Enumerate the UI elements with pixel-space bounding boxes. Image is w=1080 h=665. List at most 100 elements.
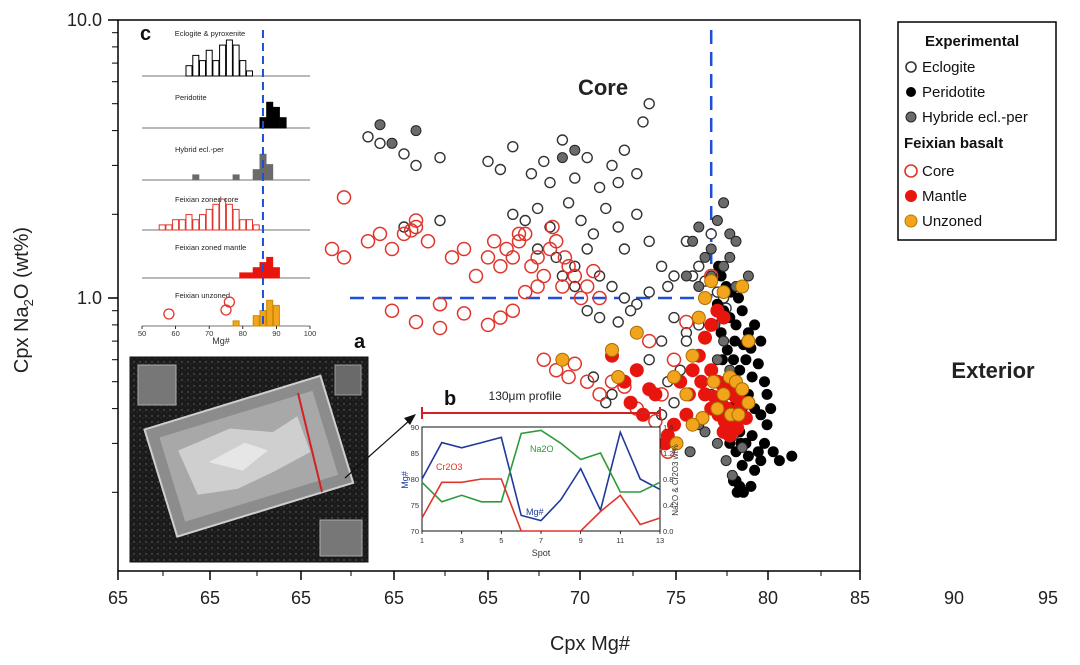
point-core bbox=[517, 284, 533, 300]
point-unzoned bbox=[629, 325, 644, 340]
histogram-row-label: Feixian zoned mantle bbox=[175, 243, 246, 252]
scatter-points bbox=[240, 97, 798, 498]
point-eclogite bbox=[569, 280, 581, 293]
point-eclogite bbox=[618, 144, 631, 156]
point-eclogite bbox=[655, 335, 668, 347]
histogram-tick-label: 90 bbox=[272, 329, 280, 338]
point-unzoned bbox=[706, 374, 721, 389]
point-peridotite bbox=[752, 358, 764, 370]
histogram-row-label: Peridotite bbox=[175, 93, 207, 102]
x-tick-label: 90 bbox=[944, 588, 964, 608]
histogram-bar bbox=[212, 60, 220, 77]
point-peridotite bbox=[746, 371, 758, 383]
point-hybride-ecl-per bbox=[569, 144, 581, 156]
point-core bbox=[592, 290, 607, 306]
point-hybride-ecl-per bbox=[556, 152, 568, 164]
point-eclogite bbox=[581, 151, 593, 164]
histogram-xlabel: Mg# bbox=[212, 336, 230, 346]
point-eclogite bbox=[643, 235, 655, 248]
profile-y-right-tick-label: 0.8 bbox=[663, 475, 673, 484]
point-mantle bbox=[636, 407, 650, 422]
point-eclogite bbox=[668, 311, 680, 324]
point-core bbox=[432, 296, 448, 312]
point-core bbox=[493, 310, 508, 325]
point-core bbox=[456, 241, 472, 257]
point-core bbox=[324, 241, 340, 257]
point-eclogite bbox=[507, 140, 519, 153]
point-eclogite bbox=[668, 397, 680, 409]
point-hybride-ecl-per bbox=[693, 221, 705, 233]
point-peridotite bbox=[728, 354, 739, 366]
histogram-row-label: Eclogite & pyroxenite bbox=[175, 29, 245, 38]
point-peridotite bbox=[734, 364, 746, 376]
point-core bbox=[384, 241, 400, 257]
point-eclogite bbox=[374, 137, 386, 150]
point-core bbox=[517, 226, 533, 242]
point-unzoned bbox=[669, 436, 684, 451]
point-core bbox=[548, 362, 564, 378]
point-peridotite bbox=[740, 354, 752, 366]
legend-marker-eclogite bbox=[905, 61, 917, 73]
histogram-bar bbox=[252, 315, 260, 327]
point-eclogite bbox=[612, 316, 624, 328]
histogram-row-label: Hybrid ecl.-per bbox=[175, 145, 224, 154]
point-eclogite bbox=[606, 388, 618, 401]
panel-label-c: c bbox=[140, 23, 151, 45]
point-peridotite bbox=[736, 305, 748, 317]
point-core bbox=[493, 259, 508, 274]
legend-label-unzoned: Unzoned bbox=[922, 213, 982, 230]
point-peridotite bbox=[786, 450, 798, 462]
point-core bbox=[567, 356, 583, 372]
point-core bbox=[530, 279, 545, 294]
point-hybride-ecl-per bbox=[680, 270, 692, 282]
histogram-bar bbox=[225, 39, 233, 77]
point-hybride-ecl-per bbox=[711, 215, 723, 226]
point-eclogite bbox=[668, 270, 680, 282]
profile-y-left-tick-label: 75 bbox=[411, 501, 419, 510]
point-core bbox=[456, 306, 472, 321]
point-eclogite bbox=[575, 214, 587, 227]
point-mantle bbox=[629, 363, 644, 378]
y-axis-title: Cpx Na2O (wt%) bbox=[11, 227, 36, 373]
profile-x-tick-label: 11 bbox=[616, 536, 624, 545]
point-hybride-ecl-per bbox=[724, 228, 736, 240]
point-mantle bbox=[648, 387, 663, 402]
point-peridotite bbox=[746, 430, 758, 442]
point-core bbox=[511, 226, 527, 242]
panel-label-a: a bbox=[354, 331, 366, 353]
point-unzoned bbox=[716, 387, 731, 402]
point-unzoned bbox=[611, 370, 626, 384]
point-mantle bbox=[698, 387, 712, 402]
histogram-core-marker bbox=[163, 308, 175, 320]
histogram-rows: Eclogite & pyroxenite Peridotite Hybrid ec… bbox=[142, 29, 310, 327]
point-peridotite bbox=[759, 437, 770, 449]
histogram-bar bbox=[185, 214, 193, 231]
y-tick-label: 10.0 bbox=[67, 10, 102, 30]
histogram-bar bbox=[239, 272, 247, 279]
point-eclogite bbox=[655, 260, 668, 272]
point-unzoned bbox=[735, 382, 750, 397]
point-core bbox=[372, 226, 388, 242]
profile-y-right-tick-label: 1.6 bbox=[663, 423, 673, 432]
point-core bbox=[480, 317, 496, 333]
histogram-bar bbox=[266, 299, 274, 327]
point-peridotite bbox=[761, 419, 773, 431]
point-core bbox=[545, 219, 560, 235]
histogram-bar bbox=[219, 198, 227, 231]
histogram-bar bbox=[205, 49, 213, 77]
point-unzoned bbox=[741, 334, 756, 349]
histogram-bar bbox=[232, 44, 240, 77]
histogram-bar bbox=[272, 267, 280, 279]
point-core bbox=[336, 250, 352, 265]
point-eclogite bbox=[556, 134, 569, 146]
histogram-tick-label: 80 bbox=[239, 329, 247, 338]
point-hybride-ecl-per bbox=[730, 235, 742, 247]
point-eclogite bbox=[587, 228, 600, 240]
point-core bbox=[505, 303, 521, 318]
panel-label-b: b bbox=[444, 388, 456, 410]
point-eclogite bbox=[631, 167, 643, 180]
point-unzoned bbox=[685, 417, 700, 432]
profile-xlabel: Spot bbox=[532, 548, 551, 558]
profile-x-tick-label: 9 bbox=[579, 536, 583, 545]
